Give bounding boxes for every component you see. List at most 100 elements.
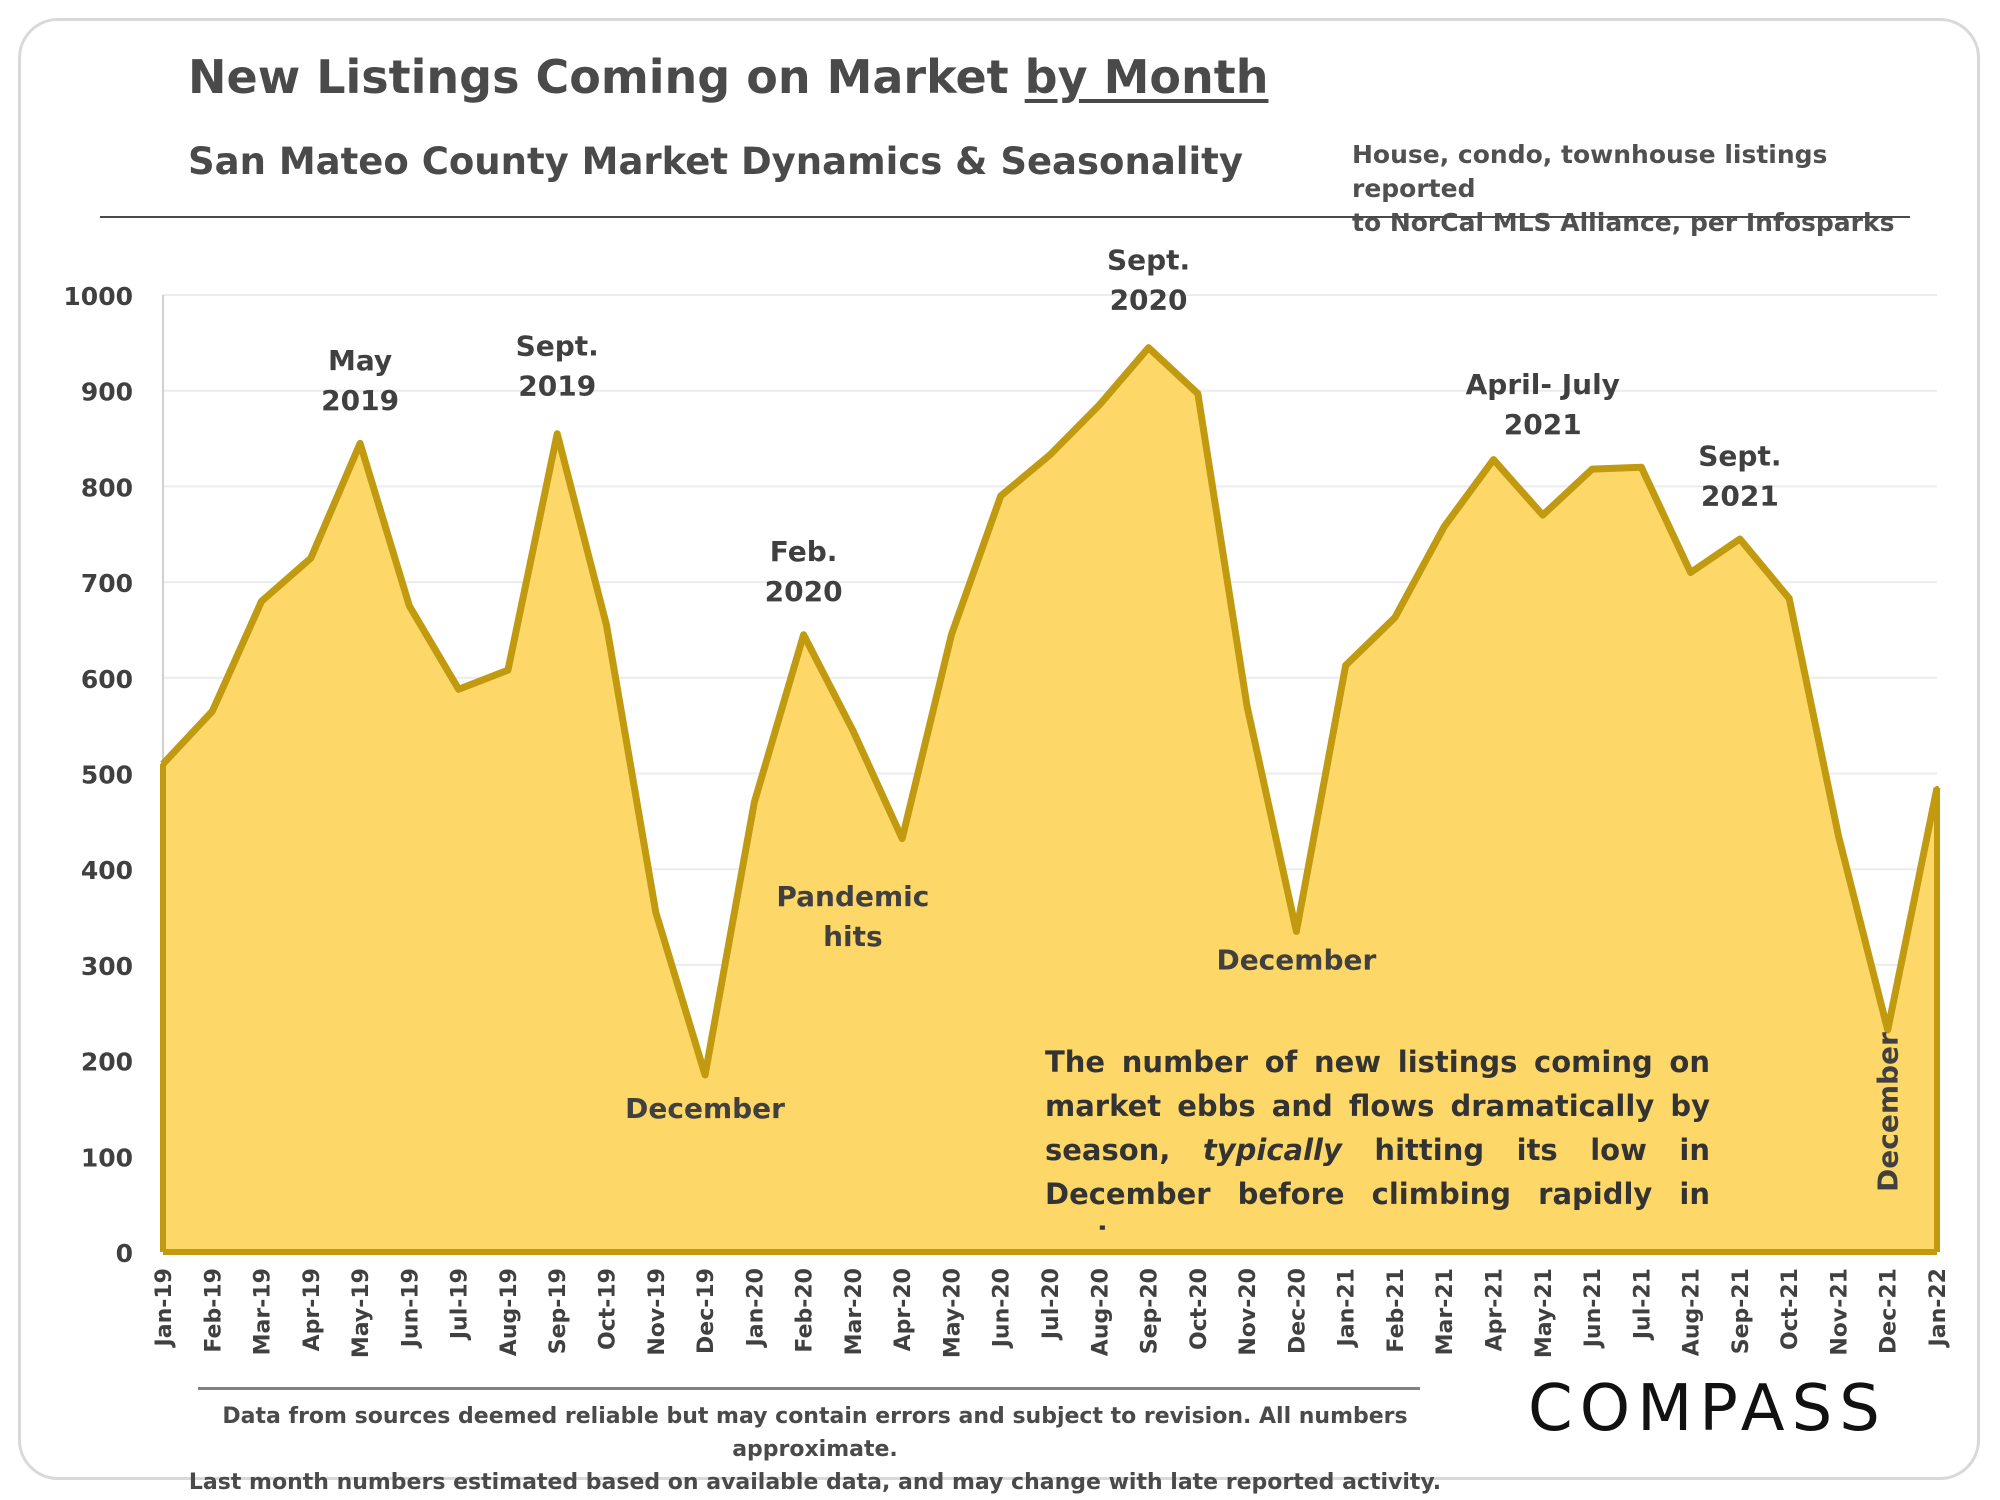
chart-plot: 0 100 200 300 400 500 600 700 800 900 1000 Jan-19 Fe… [63, 243, 1951, 1358]
y-tick-label: 800 [81, 473, 133, 502]
data-point [259, 599, 264, 604]
data-point [949, 632, 954, 637]
data-point [1245, 704, 1250, 709]
data-point [1146, 345, 1151, 350]
footnote-line-2: Last month numbers estimated based on av… [188, 1470, 1442, 1495]
data-point [1590, 467, 1595, 472]
data-point [1343, 663, 1348, 668]
data-point [358, 441, 363, 446]
source-line-1: House, condo, townhouse listings reporte… [1352, 140, 1828, 203]
data-point [752, 800, 757, 805]
x-tick-label: Mar-21 [1433, 1268, 1458, 1355]
annotation-label: Sept. [1698, 440, 1781, 473]
area-fill [163, 347, 1937, 1252]
x-tick-label: Sep-20 [1138, 1268, 1163, 1354]
annotation-label: 2021 [1504, 408, 1582, 441]
y-tick-label: 400 [81, 856, 133, 885]
data-point [1097, 403, 1102, 408]
data-point [210, 709, 215, 714]
annotation-label: 2019 [518, 369, 596, 402]
x-tick-label: Jul-19 [448, 1268, 473, 1341]
x-tick-label: Nov-21 [1827, 1268, 1852, 1356]
x-tick-label: Jan-21 [1335, 1268, 1360, 1348]
y-tick-label: 900 [81, 378, 133, 407]
x-tick-label: Nov-19 [645, 1268, 670, 1356]
annotation-label: Feb. [770, 535, 838, 568]
x-tick-label: Aug-21 [1680, 1268, 1705, 1356]
x-tick-label: Jul-20 [1039, 1268, 1064, 1341]
data-point [1540, 513, 1545, 518]
x-tick-label: Jun-20 [990, 1268, 1015, 1349]
data-point [1048, 452, 1052, 457]
data-point [1787, 596, 1792, 601]
source-note: House, condo, townhouse listings reporte… [1352, 138, 1912, 240]
data-point [1392, 615, 1397, 620]
header-divider [100, 216, 1910, 218]
footer-divider [198, 1387, 1420, 1390]
data-point [555, 431, 560, 436]
annotation-label: Pandemic [776, 880, 929, 913]
annotation-label: Sept. [1107, 243, 1190, 276]
x-tick-label: Jan-20 [743, 1268, 768, 1348]
data-point [505, 668, 510, 673]
x-tick-label: Feb-20 [793, 1268, 818, 1353]
x-tick-label: Aug-19 [497, 1268, 522, 1356]
x-tick-label: Apr-20 [891, 1268, 916, 1351]
x-tick-label: Feb-19 [201, 1268, 226, 1353]
data-point [456, 687, 461, 692]
chart-note-text: The number of new listings coming on mar… [1045, 1045, 1710, 1230]
x-tick-label: Oct-20 [1187, 1268, 1212, 1350]
chart-note-emphasis: typically [1202, 1133, 1342, 1167]
x-tick-label: May-19 [349, 1268, 374, 1358]
data-point [1688, 570, 1693, 575]
annotation-label: 2020 [765, 575, 843, 608]
chart-title: New Listings Coming on Market by Month [188, 50, 1269, 104]
annotation-label: Sept. [516, 329, 599, 362]
y-tick-label: 500 [81, 761, 133, 790]
data-point [1737, 537, 1742, 542]
x-tick-label: Sep-21 [1729, 1268, 1754, 1354]
x-tick-label: Sep-19 [546, 1268, 571, 1354]
title-underlined: by Month [1024, 50, 1269, 104]
source-line-2: to NorCal MLS Alliance, per Infosparks [1352, 208, 1895, 237]
data-point [604, 623, 609, 628]
data-point [900, 836, 905, 841]
data-point [998, 493, 1003, 498]
y-tick-label: 0 [116, 1239, 133, 1268]
x-tick-label: Jun-21 [1581, 1268, 1606, 1349]
chart-subtitle: San Mateo County Market Dynamics & Seaso… [188, 140, 1243, 183]
data-point [1935, 785, 1939, 790]
compass-logo: COMPASS [1528, 1372, 1887, 1446]
x-tick-label: Jan-19 [152, 1268, 177, 1348]
x-tick-label: Apr-21 [1483, 1268, 1508, 1351]
data-point [407, 604, 412, 609]
data-point [1639, 465, 1644, 470]
footnote-line-1: Data from sources deemed reliable but ma… [222, 1404, 1408, 1462]
y-tick-label: 200 [81, 1048, 133, 1077]
chart-note: The number of new listings coming on mar… [1045, 1045, 1710, 1230]
x-tick-label: Mar-20 [842, 1268, 867, 1355]
annotation-label: December [625, 1092, 785, 1125]
footnote: Data from sources deemed reliable but ma… [150, 1400, 1480, 1499]
x-tick-label: Nov-20 [1236, 1268, 1261, 1356]
x-tick-label: Dec-21 [1877, 1268, 1902, 1354]
x-tick-label: Aug-20 [1088, 1268, 1113, 1356]
x-tick-label: Jan-22 [1926, 1268, 1951, 1348]
data-point [850, 728, 855, 733]
x-tick-label: Jul-21 [1630, 1268, 1655, 1341]
data-point [1195, 391, 1200, 396]
data-point [703, 1072, 708, 1077]
data-point [1885, 1027, 1890, 1032]
x-tick-label: Oct-21 [1778, 1268, 1803, 1350]
data-point [801, 632, 806, 637]
annotation-label-vertical: December [1872, 1032, 1905, 1192]
x-tick-label: Dec-19 [694, 1268, 719, 1354]
annotation-label: 2019 [321, 384, 399, 417]
annotation-label: 2020 [1110, 283, 1188, 316]
data-point [1836, 833, 1841, 838]
y-tick-label: 1000 [63, 282, 133, 311]
y-tick-label: 700 [81, 569, 133, 598]
data-point [1294, 929, 1299, 934]
x-tick-label: May-21 [1532, 1268, 1557, 1358]
x-tick-label: Dec-20 [1285, 1268, 1310, 1354]
